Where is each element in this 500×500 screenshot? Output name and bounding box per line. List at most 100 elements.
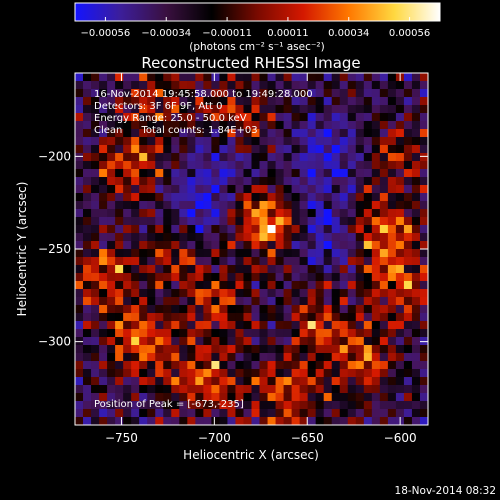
heatmap-cell: [411, 233, 421, 242]
heatmap-cell: [91, 225, 100, 234]
heatmap-cell: [419, 401, 428, 410]
heatmap-cell: [259, 401, 268, 410]
heatmap-cell: [363, 393, 373, 402]
heatmap-cell: [331, 353, 341, 362]
heatmap-cell: [347, 177, 357, 186]
heatmap-cell: [259, 305, 268, 314]
heatmap-cell: [179, 105, 188, 114]
heatmap-cell: [155, 377, 164, 386]
heatmap-cell: [179, 249, 188, 258]
heatmap-cell: [403, 377, 413, 386]
heatmap-cell: [307, 201, 317, 210]
heatmap-cell: [107, 137, 116, 146]
heatmap-cell: [187, 281, 196, 290]
heatmap-cell: [267, 113, 276, 122]
heatmap-cell: [163, 385, 172, 394]
heatmap-cell: [227, 385, 236, 394]
heatmap-cell: [187, 217, 196, 226]
heatmap-cell: [403, 233, 413, 242]
heatmap-cell: [315, 401, 325, 410]
heatmap-cell: [331, 89, 341, 98]
heatmap-cell: [227, 105, 236, 114]
heatmap-cell: [83, 409, 92, 418]
heatmap-cell: [379, 369, 389, 378]
heatmap-cell: [115, 353, 124, 362]
heatmap-cell: [155, 169, 164, 178]
heatmap-cell: [403, 177, 413, 186]
heatmap-cell: [283, 137, 293, 146]
heatmap-cell: [275, 185, 284, 194]
heatmap: [75, 73, 428, 425]
heatmap-cell: [107, 417, 116, 425]
heatmap-cell: [195, 361, 204, 370]
heatmap-cell: [395, 121, 405, 130]
heatmap-cell: [355, 177, 365, 186]
heatmap-cell: [227, 169, 236, 178]
heatmap-cell: [379, 97, 389, 106]
heatmap-cell: [259, 81, 268, 90]
heatmap-cell: [371, 81, 381, 90]
heatmap-cell: [83, 89, 92, 98]
heatmap-cell: [291, 401, 301, 410]
heatmap-cell: [203, 297, 212, 306]
heatmap-cell: [163, 225, 172, 234]
heatmap-cell: [171, 305, 180, 314]
heatmap-cell: [131, 329, 140, 338]
heatmap-cell: [163, 105, 172, 114]
heatmap-cell: [251, 249, 260, 258]
heatmap-cell: [131, 313, 140, 322]
heatmap-cell: [211, 377, 220, 386]
colorbar-unit-label: (photons cm⁻² s⁻¹ asec⁻²): [189, 41, 324, 53]
heatmap-cell: [211, 121, 220, 130]
heatmap-cell: [267, 369, 276, 378]
heatmap-cell: [307, 209, 317, 218]
heatmap-cell: [203, 177, 212, 186]
heatmap-cell: [299, 233, 309, 242]
heatmap-cell: [203, 137, 212, 146]
heatmap-cell: [219, 353, 228, 362]
heatmap-cell: [403, 353, 413, 362]
heatmap-cell: [395, 281, 405, 290]
heatmap-cell: [211, 289, 220, 298]
heatmap-cell: [139, 81, 148, 90]
heatmap-cell: [99, 81, 108, 90]
heatmap-cell: [251, 409, 260, 418]
heatmap-cell: [339, 121, 349, 130]
heatmap-cell: [339, 137, 349, 146]
heatmap-cell: [131, 121, 140, 130]
heatmap-cell: [139, 313, 148, 322]
heatmap-cell: [275, 385, 284, 394]
heatmap-cell: [323, 417, 333, 425]
heatmap-cell: [163, 417, 172, 425]
heatmap-cell: [275, 129, 284, 138]
heatmap-cell: [91, 121, 100, 130]
heatmap-cell: [139, 185, 148, 194]
heatmap-cell: [387, 241, 397, 250]
heatmap-cell: [147, 257, 156, 266]
heatmap-cell: [283, 353, 293, 362]
heatmap-cell: [115, 417, 124, 425]
heatmap-cell: [107, 201, 116, 210]
heatmap-cell: [155, 281, 164, 290]
heatmap-cell: [283, 361, 293, 370]
heatmap-cell: [267, 313, 276, 322]
heatmap-cell: [115, 305, 124, 314]
heatmap-cell: [315, 201, 325, 210]
heatmap-cell: [147, 273, 156, 282]
heatmap-cell: [419, 193, 428, 202]
heatmap-cell: [163, 289, 172, 298]
heatmap-cell: [155, 289, 164, 298]
heatmap-cell: [219, 217, 228, 226]
heatmap-cell: [363, 321, 373, 330]
heatmap-cell: [99, 233, 108, 242]
heatmap-cell: [91, 185, 100, 194]
heatmap-cell: [99, 289, 108, 298]
heatmap-cell: [403, 201, 413, 210]
heatmap-cell: [123, 393, 132, 402]
heatmap-cell: [75, 249, 84, 258]
heatmap-cell: [195, 161, 204, 170]
heatmap-cell: [235, 417, 244, 425]
heatmap-cell: [275, 337, 284, 346]
heatmap-cell: [307, 113, 317, 122]
heatmap-cell: [299, 177, 309, 186]
